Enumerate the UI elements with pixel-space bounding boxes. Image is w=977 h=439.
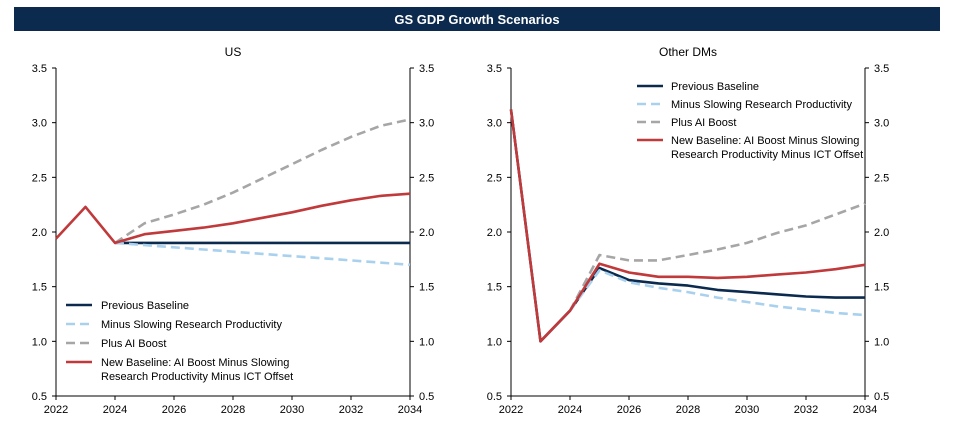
series-line-2 [568,202,866,312]
x-tick-label: 2024 [558,404,582,416]
y-tick-label-right: 1.0 [874,336,889,348]
x-tick-label: 2024 [103,404,127,416]
y-tick-label-right: 2.0 [874,227,889,239]
legend-label-3: Research Productivity Minus ICT Offset [101,371,293,383]
y-tick-label-left: 2.0 [32,227,47,239]
x-tick-label: 2022 [44,404,68,416]
y-tick-label-left: 2.5 [487,172,502,184]
legend-label-3: New Baseline: AI Boost Minus Slowing [671,135,859,147]
legend-label-0: Previous Baseline [671,81,759,93]
series-line-3 [509,109,866,343]
y-tick-label-left: 3.0 [32,118,47,130]
x-tick-label: 2030 [280,404,304,416]
legend-label-3: Research Productivity Minus ICT Offset [671,149,863,161]
series-line-1 [114,241,411,267]
x-tick-label: 2028 [221,404,245,416]
y-tick-label-right: 1.0 [419,336,434,348]
y-tick-label-right: 0.5 [874,391,889,403]
y-tick-label-left: 1.0 [32,336,47,348]
y-tick-label-left: 0.5 [32,391,47,403]
y-tick-label-left: 2.5 [32,172,47,184]
y-tick-label-right: 3.0 [874,118,889,130]
y-tick-label-left: 1.5 [487,282,502,294]
y-tick-label-left: 0.5 [487,391,502,403]
x-tick-label: 2026 [617,404,641,416]
y-tick-label-left: 3.0 [487,118,502,130]
y-tick-label-left: 3.5 [32,63,47,75]
x-tick-label: 2032 [339,404,363,416]
y-tick-label-right: 2.5 [874,172,889,184]
y-tick-label-left: 1.0 [487,336,502,348]
y-tick-label-right: 1.5 [874,282,889,294]
legend-label-1: Minus Slowing Research Productivity [671,99,852,111]
y-tick-label-right: 3.0 [419,118,434,130]
legend-label-1: Minus Slowing Research Productivity [101,319,282,331]
y-tick-label-right: 3.5 [419,63,434,75]
series-line-1 [568,268,866,317]
y-tick-label-right: 0.5 [419,391,434,403]
y-tick-label-right: 1.5 [419,282,434,294]
y-tick-label-right: 2.0 [419,227,434,239]
chart-panel-0: US 0.5 0.5 1.0 1.0 1.5 1.5 2.0 2.0 2.5 2.5 3.0 3.0 3.… [32,45,435,416]
x-tick-label: 2022 [499,404,523,416]
y-tick-label-left: 2.0 [487,227,502,239]
legend-label-3: New Baseline: AI Boost Minus Slowing [101,357,289,369]
x-tick-label: 2026 [162,404,186,416]
legend-label-0: Previous Baseline [101,300,189,312]
chart-panel-1: Other DMs 0.5 0.5 1.0 1.0 1.5 1.5 2.0 2.0 2.5 2.5 3… [487,45,890,416]
y-tick-label-left: 1.5 [32,282,47,294]
chart-title: US [225,45,242,59]
legend-label-2: Plus AI Boost [671,117,736,129]
x-tick-label: 2028 [676,404,700,416]
chart-title: Other DMs [659,45,717,59]
series-line-3 [55,192,411,245]
x-tick-label: 2032 [794,404,818,416]
x-tick-label: 2034 [853,404,877,416]
series-line-2 [114,118,411,244]
y-tick-label-right: 2.5 [419,172,434,184]
y-tick-label-left: 3.5 [487,63,502,75]
chart-header-banner: GS GDP Growth Scenarios [14,7,940,31]
legend-label-2: Plus AI Boost [101,338,166,350]
chart-header-title: GS GDP Growth Scenarios [394,11,560,27]
x-tick-label: 2034 [398,404,422,416]
x-tick-label: 2030 [735,404,759,416]
y-tick-label-right: 3.5 [874,63,889,75]
